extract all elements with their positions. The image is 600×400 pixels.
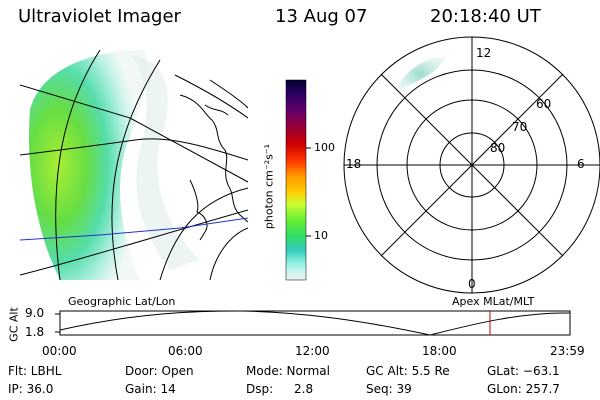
glon-info: GLon: 257.7: [487, 382, 560, 396]
apex-caption: Apex MLat/MLT: [452, 295, 535, 308]
colorbar: [285, 79, 307, 281]
altitude-curve: [59, 310, 571, 336]
glat-info: GLat: −63.1: [487, 364, 560, 378]
polar-plot: [343, 36, 600, 294]
instrument-title: Ultraviolet Imager: [18, 6, 181, 27]
colorbar-tick-10: 10: [314, 229, 328, 242]
ground-track-line: [20, 217, 248, 241]
mlt-label-18: 18: [346, 157, 362, 171]
seq-info: Seq: 39: [366, 382, 412, 396]
colorbar-unit-label: photon cm⁻²s⁻¹: [262, 143, 276, 230]
alt-tick-1-8: 1.8: [25, 325, 45, 339]
mlat-label-60: 60: [536, 97, 552, 111]
gain-info: Gain: 14: [125, 382, 176, 396]
mode-info: Mode: Normal: [246, 364, 330, 378]
dsp-info-value: 2.8: [294, 382, 314, 396]
mlat-label-70: 70: [512, 120, 528, 134]
geographic-map: [20, 50, 248, 280]
mlat-label-80: 80: [490, 141, 506, 155]
colorbar-tick-100: 100: [314, 141, 335, 154]
alt-tick-9: 9.0: [25, 306, 45, 320]
time-label: 20:18:40 UT: [430, 6, 541, 27]
latlon-grid: [20, 50, 248, 280]
altitude-plot: [55, 310, 571, 336]
ip-info: IP: 36.0: [8, 382, 54, 396]
mlt-label-12: 12: [476, 46, 492, 60]
x-tick-1200: 12:00: [295, 344, 330, 358]
gc-alt-axis-label: GC Alt: [7, 307, 21, 342]
x-tick-0000: 00:00: [42, 344, 77, 358]
x-tick-0600: 06:00: [168, 344, 203, 358]
aurora-oval-image: [29, 50, 147, 280]
mlt-label-0: 0: [468, 277, 476, 291]
x-tick-1800: 18:00: [422, 344, 457, 358]
mlt-label-6: 6: [577, 157, 585, 171]
x-tick-2359: 23:59: [550, 344, 585, 358]
door-info: Door: Open: [125, 364, 194, 378]
gc-alt-info: GC Alt: 5.5 Re: [366, 364, 450, 378]
date-label: 13 Aug 07: [275, 6, 368, 27]
filter-info: Flt: LBHL: [8, 364, 62, 378]
coastline: [179, 94, 248, 223]
geographic-caption: Geographic Lat/Lon: [68, 295, 176, 308]
dsp-info-label: Dsp:: [246, 382, 274, 396]
polar-aurora-patch: [395, 57, 445, 90]
